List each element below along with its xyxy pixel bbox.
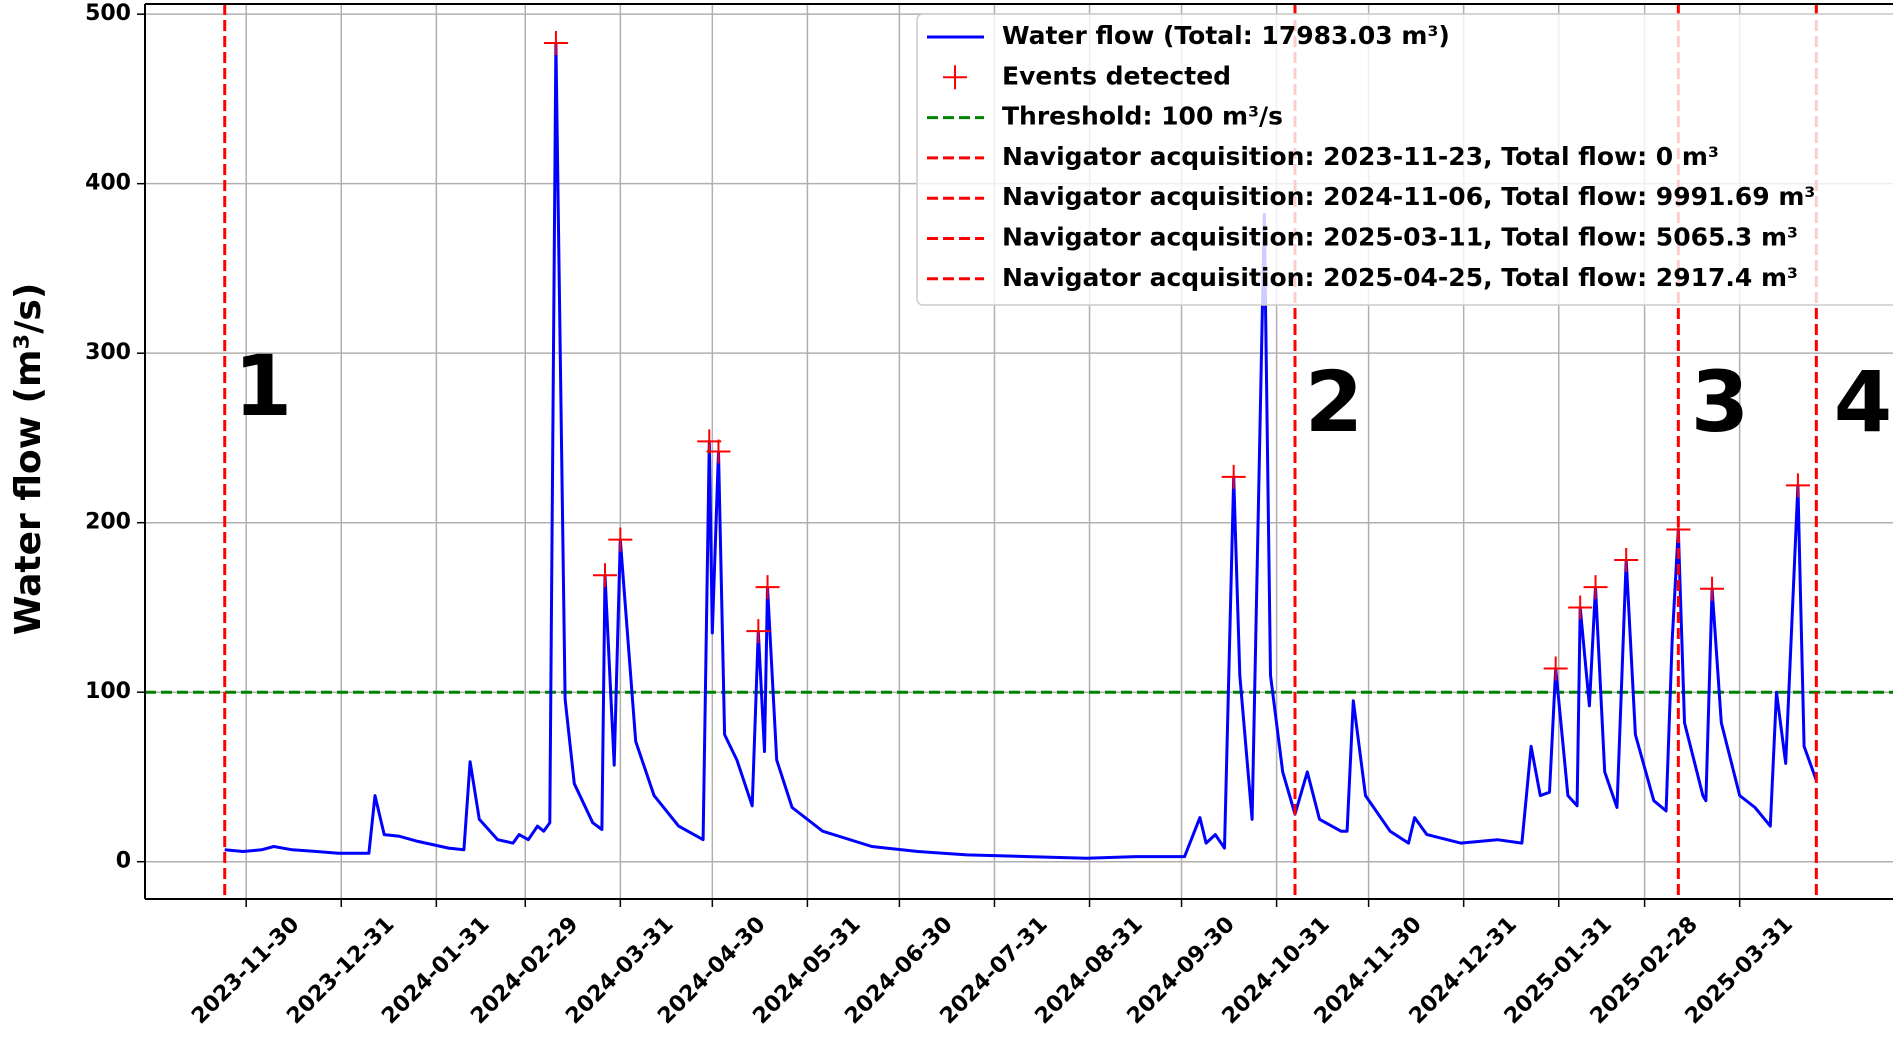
- event-marker: [608, 527, 633, 552]
- y-tick-label: 500: [85, 1, 131, 26]
- legend-label: Navigator acquisition: 2025-04-25, Total…: [1002, 263, 1798, 292]
- legend-symbol: [943, 65, 967, 90]
- event-marker: [593, 563, 617, 588]
- event-marker: [1614, 547, 1639, 572]
- event-marker: [697, 429, 722, 454]
- event-marker: [1543, 656, 1568, 681]
- legend-label: Navigator acquisition: 2024-11-06, Total…: [1002, 182, 1815, 211]
- event-marker: [1700, 576, 1725, 601]
- event-marker: [746, 619, 771, 644]
- region-label: 2: [1305, 353, 1363, 451]
- y-tick-label: 100: [85, 679, 131, 704]
- region-label: 4: [1834, 353, 1892, 451]
- event-marker: [755, 575, 780, 600]
- y-tick-label: 400: [85, 171, 131, 196]
- event-marker: [543, 30, 568, 55]
- legend-label: Navigator acquisition: 2023-11-23, Total…: [1002, 142, 1719, 171]
- event-marker: [1785, 473, 1810, 498]
- region-label: 1: [234, 337, 292, 435]
- region-label: 3: [1691, 353, 1749, 451]
- event-marker: [1583, 575, 1608, 600]
- event-marker: [1221, 464, 1246, 489]
- plot: [224, 30, 1818, 860]
- legend-label: Threshold: 100 m³/s: [1002, 102, 1283, 131]
- legend-label: Events detected: [1002, 61, 1231, 90]
- y-axis-label: Water flow (m³/s): [8, 283, 49, 636]
- flow-line: [224, 41, 1818, 860]
- legend-box: [916, 13, 1893, 306]
- legend-label: Water flow (Total: 17983.03 m³): [1002, 21, 1450, 50]
- event-marker: [1568, 595, 1593, 620]
- event-marker: [706, 439, 731, 464]
- y-tick-label: 200: [85, 510, 131, 535]
- legend-label: Navigator acquisition: 2025-03-11, Total…: [1002, 223, 1798, 252]
- y-tick-label: 0: [116, 849, 131, 874]
- y-tick-label: 300: [85, 340, 131, 365]
